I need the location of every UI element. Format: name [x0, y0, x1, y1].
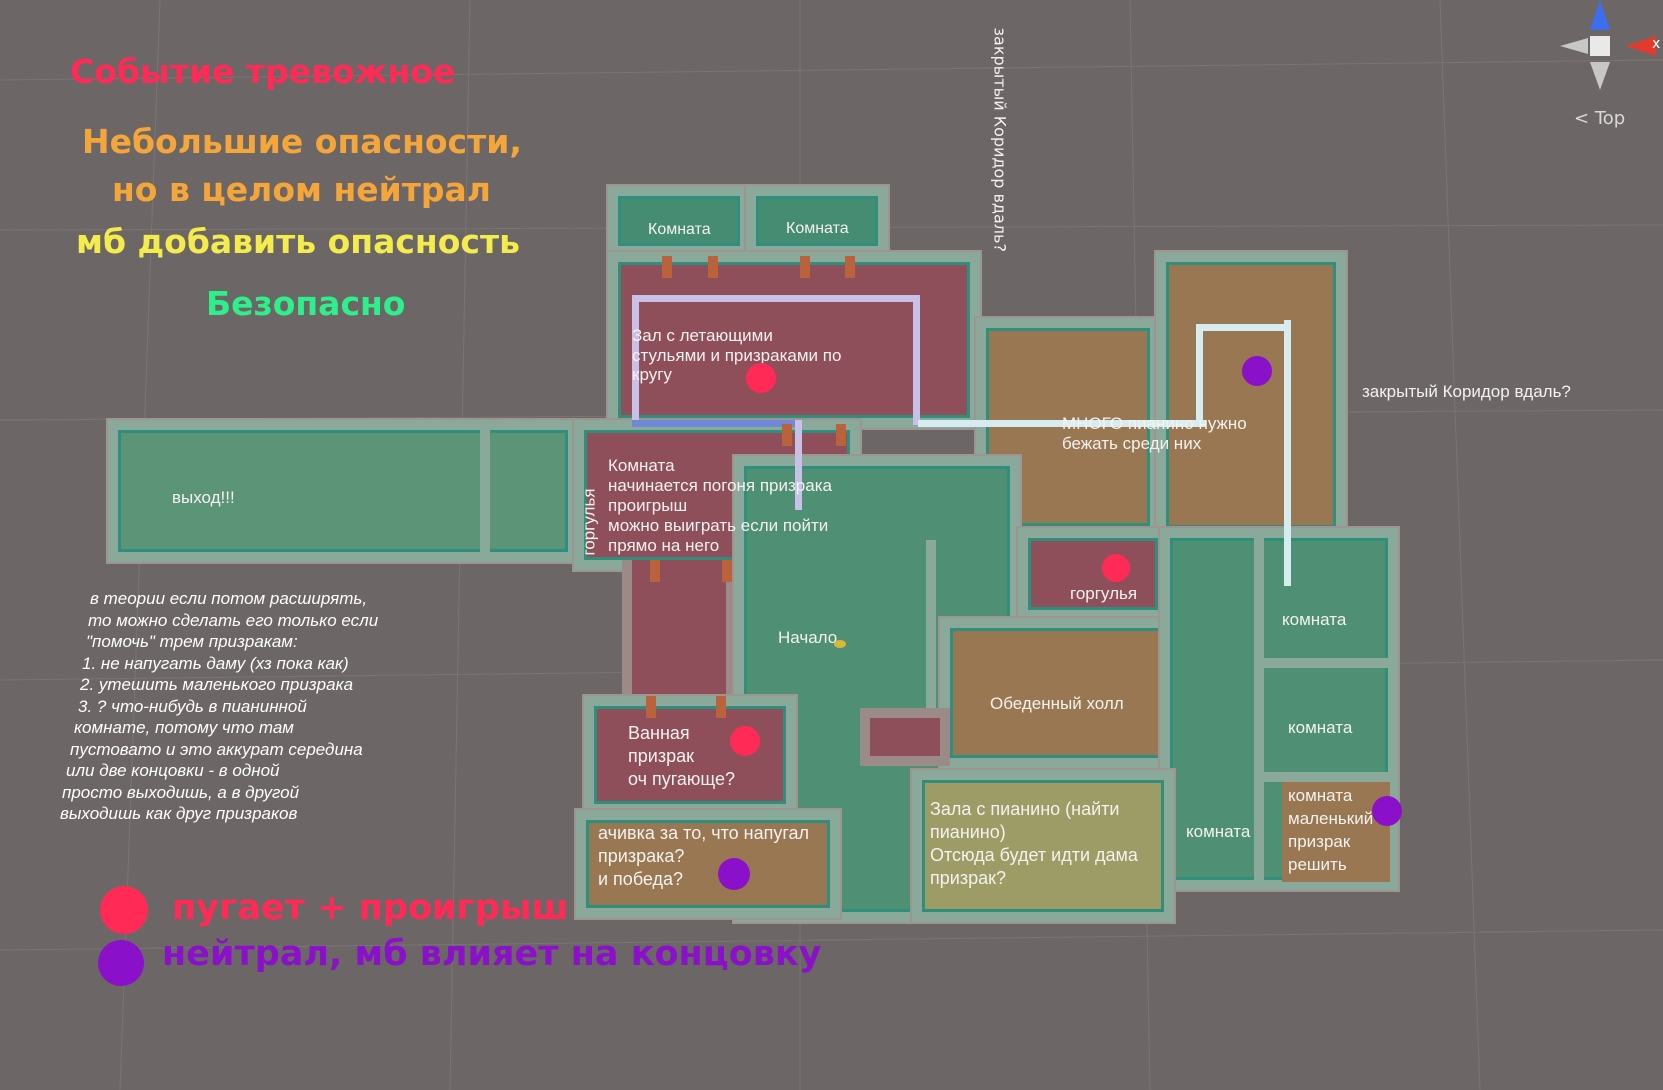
legend-red-dot	[100, 886, 148, 934]
door	[836, 424, 846, 446]
design-notes: в теории если потом расширять, то можно …	[60, 589, 379, 823]
door	[845, 256, 855, 278]
exit-label: выход!!!	[172, 488, 235, 507]
path-segment	[1196, 324, 1288, 331]
room-top-2-label: Комната	[786, 220, 849, 237]
room-right-3-label: комната	[1186, 822, 1251, 841]
door	[722, 560, 732, 582]
exit-corridor	[108, 420, 578, 562]
start-marker-icon	[834, 640, 846, 648]
view-gizmo[interactable]: x < Top	[1560, 0, 1663, 130]
room-right-1-label: комната	[1282, 610, 1347, 629]
central-inner-wall	[926, 540, 936, 720]
neutral-dot	[718, 858, 750, 890]
door	[782, 424, 792, 446]
path-segment	[795, 420, 802, 510]
door	[646, 696, 656, 718]
chase-corridor	[622, 560, 736, 700]
gargoyle-label: горгулья	[1070, 584, 1138, 603]
legend-red-dot-label: пугает + проигрыш	[172, 888, 569, 928]
scare-dot	[746, 363, 776, 393]
legend-purple-dot	[98, 940, 144, 986]
legend-alarm: Событие тревожное	[70, 52, 456, 91]
door	[650, 560, 660, 582]
gizmo-axis-x: x	[1652, 36, 1661, 52]
gargoyle-vertical-label: горгулья	[579, 488, 599, 556]
door	[800, 256, 810, 278]
room-right-divider-3	[1264, 772, 1388, 782]
room-right-2-label: комната	[1288, 718, 1353, 737]
piano-many-area-right	[1156, 252, 1346, 538]
achievement-room	[576, 810, 840, 918]
corridor-note-vertical: закрытый Коридор вдаль?	[990, 27, 1010, 252]
chase-room-label: Комната начинается погоня призрака проигры…	[608, 456, 832, 555]
legend-safe: Безопасно	[206, 284, 406, 323]
view-label-text: Top	[1594, 108, 1626, 129]
path-segment	[1284, 320, 1291, 586]
legend-purple-dot-label: нейтрал, мб влияет на концовку	[162, 934, 822, 974]
axis-gizmo-icon	[1560, 0, 1656, 90]
scare-dot	[1102, 554, 1130, 582]
start-label: Начало	[778, 628, 838, 647]
neutral-dot	[1242, 356, 1272, 386]
bathroom	[584, 696, 796, 814]
room-right-divider-2	[1264, 658, 1388, 668]
bathroom-label: Ванная призрак оч пугающе?	[628, 723, 736, 789]
piano-hall	[912, 770, 1174, 922]
door	[708, 256, 718, 278]
neutral-dot	[1372, 796, 1402, 826]
gizmo-view-label[interactable]: < Top	[1574, 108, 1626, 129]
piano-many-label: МНОГО пианино нужно бежать среди них	[1062, 414, 1247, 453]
legend-maybe-danger: мб добавить опасность	[76, 222, 520, 261]
dining-annex	[860, 708, 950, 766]
little-ghost-label: комната маленький призрак решить	[1288, 786, 1374, 874]
path-segment	[913, 295, 920, 425]
path-segment	[1196, 324, 1203, 424]
corridor-note-right: закрытый Коридор вдаль?	[1362, 382, 1571, 401]
legend-small-danger-1: Небольшие опасности,	[82, 122, 522, 161]
path-segment	[632, 295, 639, 420]
room-top-1	[608, 186, 750, 256]
exit-inner-wall	[480, 430, 490, 552]
dining-label: Обеденный холл	[990, 694, 1124, 713]
hall-flying-label: Зал с летающими стульями и призраками по к…	[632, 326, 842, 384]
little-ghost-room	[1282, 782, 1390, 882]
legend-small-danger-2: но в целом нейтрал	[112, 170, 491, 209]
door	[662, 256, 672, 278]
path-segment	[632, 295, 920, 302]
room-top-1-label: Комната	[648, 221, 711, 238]
room-right-block	[1160, 528, 1398, 890]
gargoyle-room	[1018, 528, 1168, 620]
path-segment	[632, 420, 800, 427]
achievement-label: ачивка за то, что напугал призрака? и побе…	[598, 823, 810, 889]
dining-hall	[940, 618, 1194, 768]
piano-hall-label: Зала с пианино (найти пианино) Отсюда буде…	[930, 799, 1138, 888]
room-top-2	[746, 186, 888, 256]
scare-dot	[730, 726, 760, 756]
room-right-divider-1	[1254, 538, 1264, 880]
path-segment	[918, 420, 1206, 427]
door	[716, 696, 726, 718]
